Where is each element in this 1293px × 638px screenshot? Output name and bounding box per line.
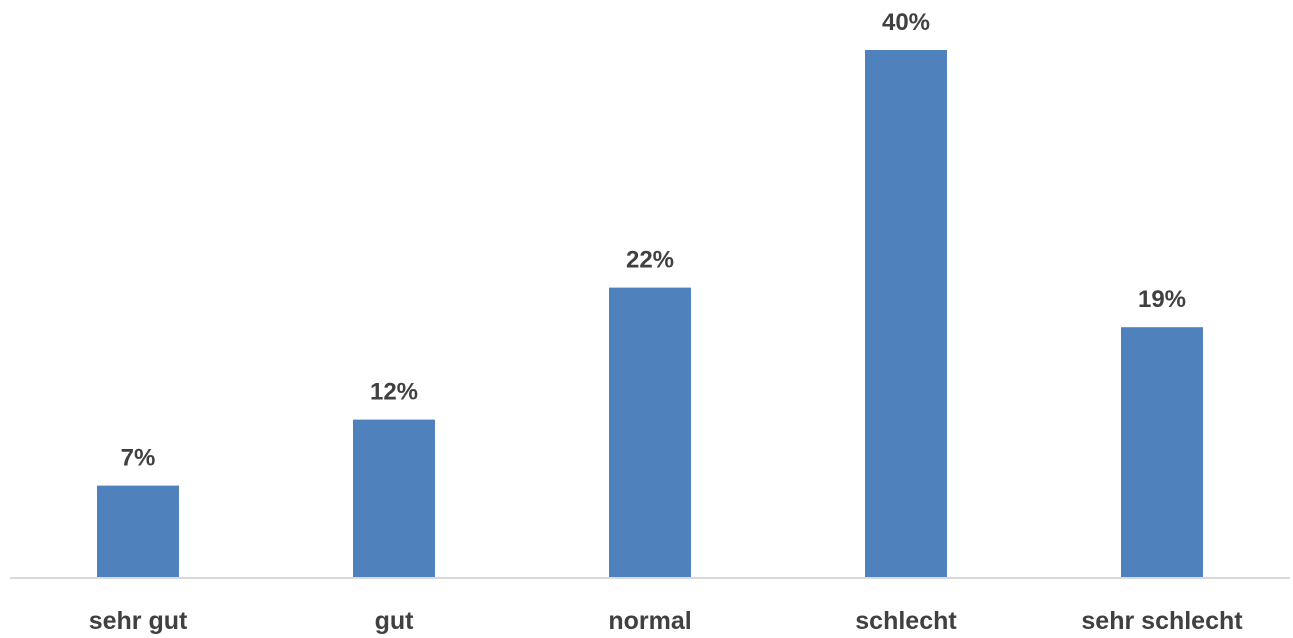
data-label-sehr-schlecht: 19%: [1138, 286, 1186, 313]
category-label-sehr-gut: sehr gut: [89, 607, 188, 635]
data-label-sehr-gut: 7%: [121, 445, 156, 472]
data-label-gut: 12%: [370, 379, 418, 406]
bar-sehr-schlecht: [1121, 327, 1203, 578]
category-labels: sehr gut gut normal schlecht sehr schlecht: [89, 607, 1244, 635]
category-label-sehr-schlecht: sehr schlecht: [1081, 607, 1243, 635]
category-label-schlecht: schlecht: [855, 607, 957, 635]
data-labels: 7% 12% 22% 40% 19%: [121, 9, 1186, 472]
data-label-schlecht: 40%: [882, 9, 930, 36]
category-label-gut: gut: [375, 607, 415, 635]
bar-schlecht: [865, 50, 947, 578]
bars: [97, 50, 1203, 578]
bar-sehr-gut: [97, 485, 179, 578]
bar-gut: [353, 419, 435, 578]
bar-normal: [609, 287, 691, 578]
category-label-normal: normal: [608, 607, 691, 635]
data-label-normal: 22%: [626, 247, 674, 274]
